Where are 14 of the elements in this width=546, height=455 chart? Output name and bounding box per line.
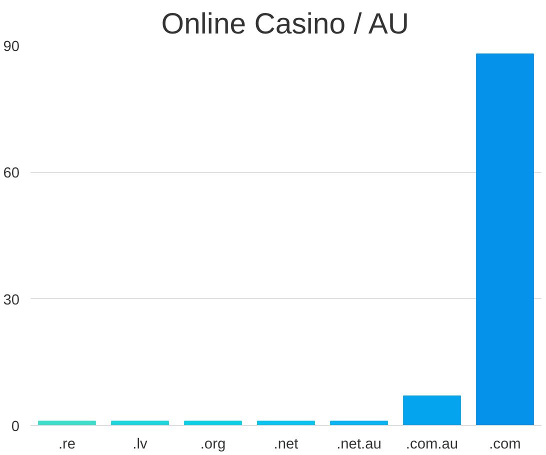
y-tick-label: 30 bbox=[3, 292, 20, 308]
bar bbox=[476, 53, 534, 426]
x-tick-label: .com.au bbox=[406, 436, 458, 452]
y-tick-label: 60 bbox=[3, 166, 20, 182]
chart-title: Online Casino / AU bbox=[161, 8, 410, 40]
bar bbox=[403, 395, 461, 426]
y-tick-label: 90 bbox=[3, 39, 20, 55]
y-tick-label: 0 bbox=[11, 419, 20, 435]
x-tick-label: .com bbox=[489, 436, 521, 452]
x-tick-label: .re bbox=[58, 436, 76, 452]
x-tick-label: .lv bbox=[132, 436, 148, 452]
x-tick-label: .net.au bbox=[336, 436, 382, 452]
x-tick-label: .org bbox=[200, 436, 226, 452]
x-tick-label: .net bbox=[274, 436, 298, 452]
